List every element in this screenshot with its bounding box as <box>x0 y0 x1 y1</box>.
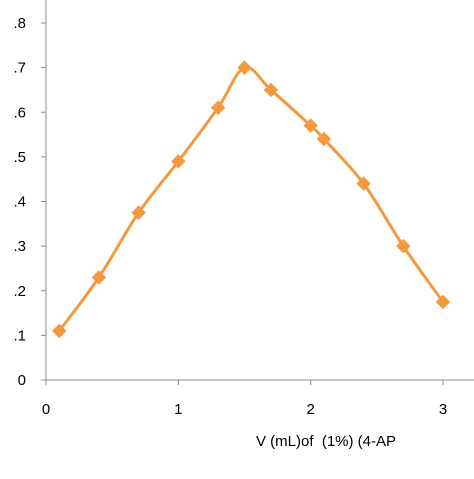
data-point-marker <box>303 118 318 133</box>
data-point-marker <box>237 60 252 75</box>
x-tick-label: 2 <box>306 401 314 418</box>
y-tick-label: .4 <box>13 194 26 211</box>
y-tick-label: .2 <box>13 283 26 300</box>
x-tick-label: 0 <box>42 401 50 418</box>
data-point-marker <box>171 154 186 169</box>
y-tick-label: .8 <box>13 15 26 32</box>
data-point-marker <box>131 205 146 220</box>
y-tick-label: .1 <box>13 327 26 344</box>
y-tick-label: .6 <box>13 104 26 121</box>
x-tick-label: 1 <box>174 401 182 418</box>
y-tick-label: .7 <box>13 60 26 77</box>
y-tick-label: 0 <box>18 372 26 389</box>
data-point-marker <box>356 176 371 191</box>
axes <box>41 0 474 385</box>
data-point-marker <box>263 82 279 98</box>
data-point-marker <box>52 323 67 339</box>
x-tick-label: 3 <box>439 401 447 418</box>
y-tick-label: .3 <box>13 238 26 255</box>
data-point-marker <box>316 131 332 147</box>
x-axis-title: V (mL)of (1%) (4-AP <box>256 433 396 450</box>
data-point-marker <box>91 270 107 285</box>
data-point-marker <box>210 100 226 115</box>
series-line <box>58 65 445 332</box>
data-point-marker <box>435 294 451 310</box>
data-point-marker <box>396 238 411 254</box>
y-tick-label: .5 <box>13 149 26 166</box>
series-layer <box>52 60 451 339</box>
labels: V (mL)of (1%) (4-AP 0 .1 .2 .3 .4 .5 .6 .7 .8 0 1 2… <box>13 15 447 450</box>
